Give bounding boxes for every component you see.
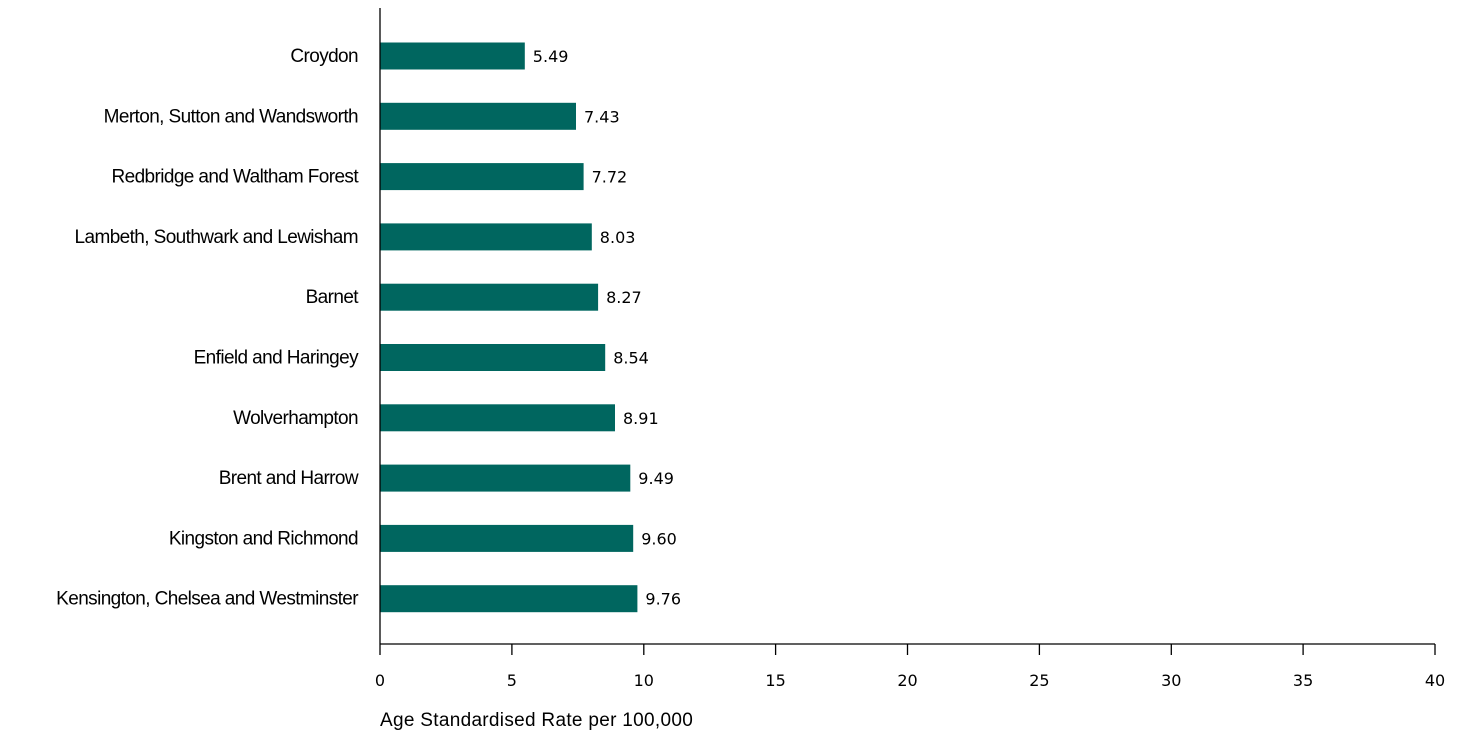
value-label: 8.54 [613,349,649,368]
x-tick-label: 40 [1425,671,1445,690]
bar [380,344,606,371]
value-label: 8.03 [600,228,636,247]
x-axis-title: Age Standardised Rate per 100,000 [380,710,693,731]
value-label: 9.49 [638,469,674,488]
bar [380,102,576,130]
value-label: 9.76 [645,590,681,609]
category-label: Croydon [290,46,358,67]
value-label: 8.91 [623,409,659,428]
x-tick-label: 10 [634,671,654,690]
category-label: Merton, Sutton and Wandsworth [104,106,358,127]
value-label: 9.60 [641,529,677,548]
bar [380,283,599,311]
category-label: Wolverhampton [233,408,358,429]
x-ticks-layer: 0 5 10 15 20 25 30 35 40 [375,644,1445,690]
x-tick-label: 15 [765,671,785,690]
bar [380,585,638,613]
x-tick-label: 20 [897,671,917,690]
category-label: Kensington, Chelsea and Westminster [56,589,359,610]
bar [380,464,631,492]
x-tick-label: 30 [1161,671,1181,690]
bar [380,163,584,191]
category-label: Redbridge and Waltham Forest [111,167,359,188]
x-tick-label: 0 [375,671,385,690]
value-label: 7.72 [592,168,628,187]
bar [380,524,634,552]
bar [380,404,615,432]
bar [380,223,592,251]
value-label: 8.27 [606,288,642,307]
x-tick-label: 25 [1029,671,1049,690]
x-tick-label: 5 [507,671,517,690]
value-label: 7.43 [584,107,620,126]
category-label: Enfield and Haringey [194,348,359,369]
category-label: Brent and Harrow [219,468,359,489]
bar [380,42,525,70]
x-tick-label: 35 [1293,671,1313,690]
value-label: 5.49 [533,47,569,66]
category-label: Kingston and Richmond [169,528,358,549]
category-label: Barnet [306,287,360,308]
category-label: Lambeth, Southwark and Lewisham [75,227,358,248]
bars-layer: Croydon 5.49 Merton, Sutton and Wandsworth… [56,42,681,613]
